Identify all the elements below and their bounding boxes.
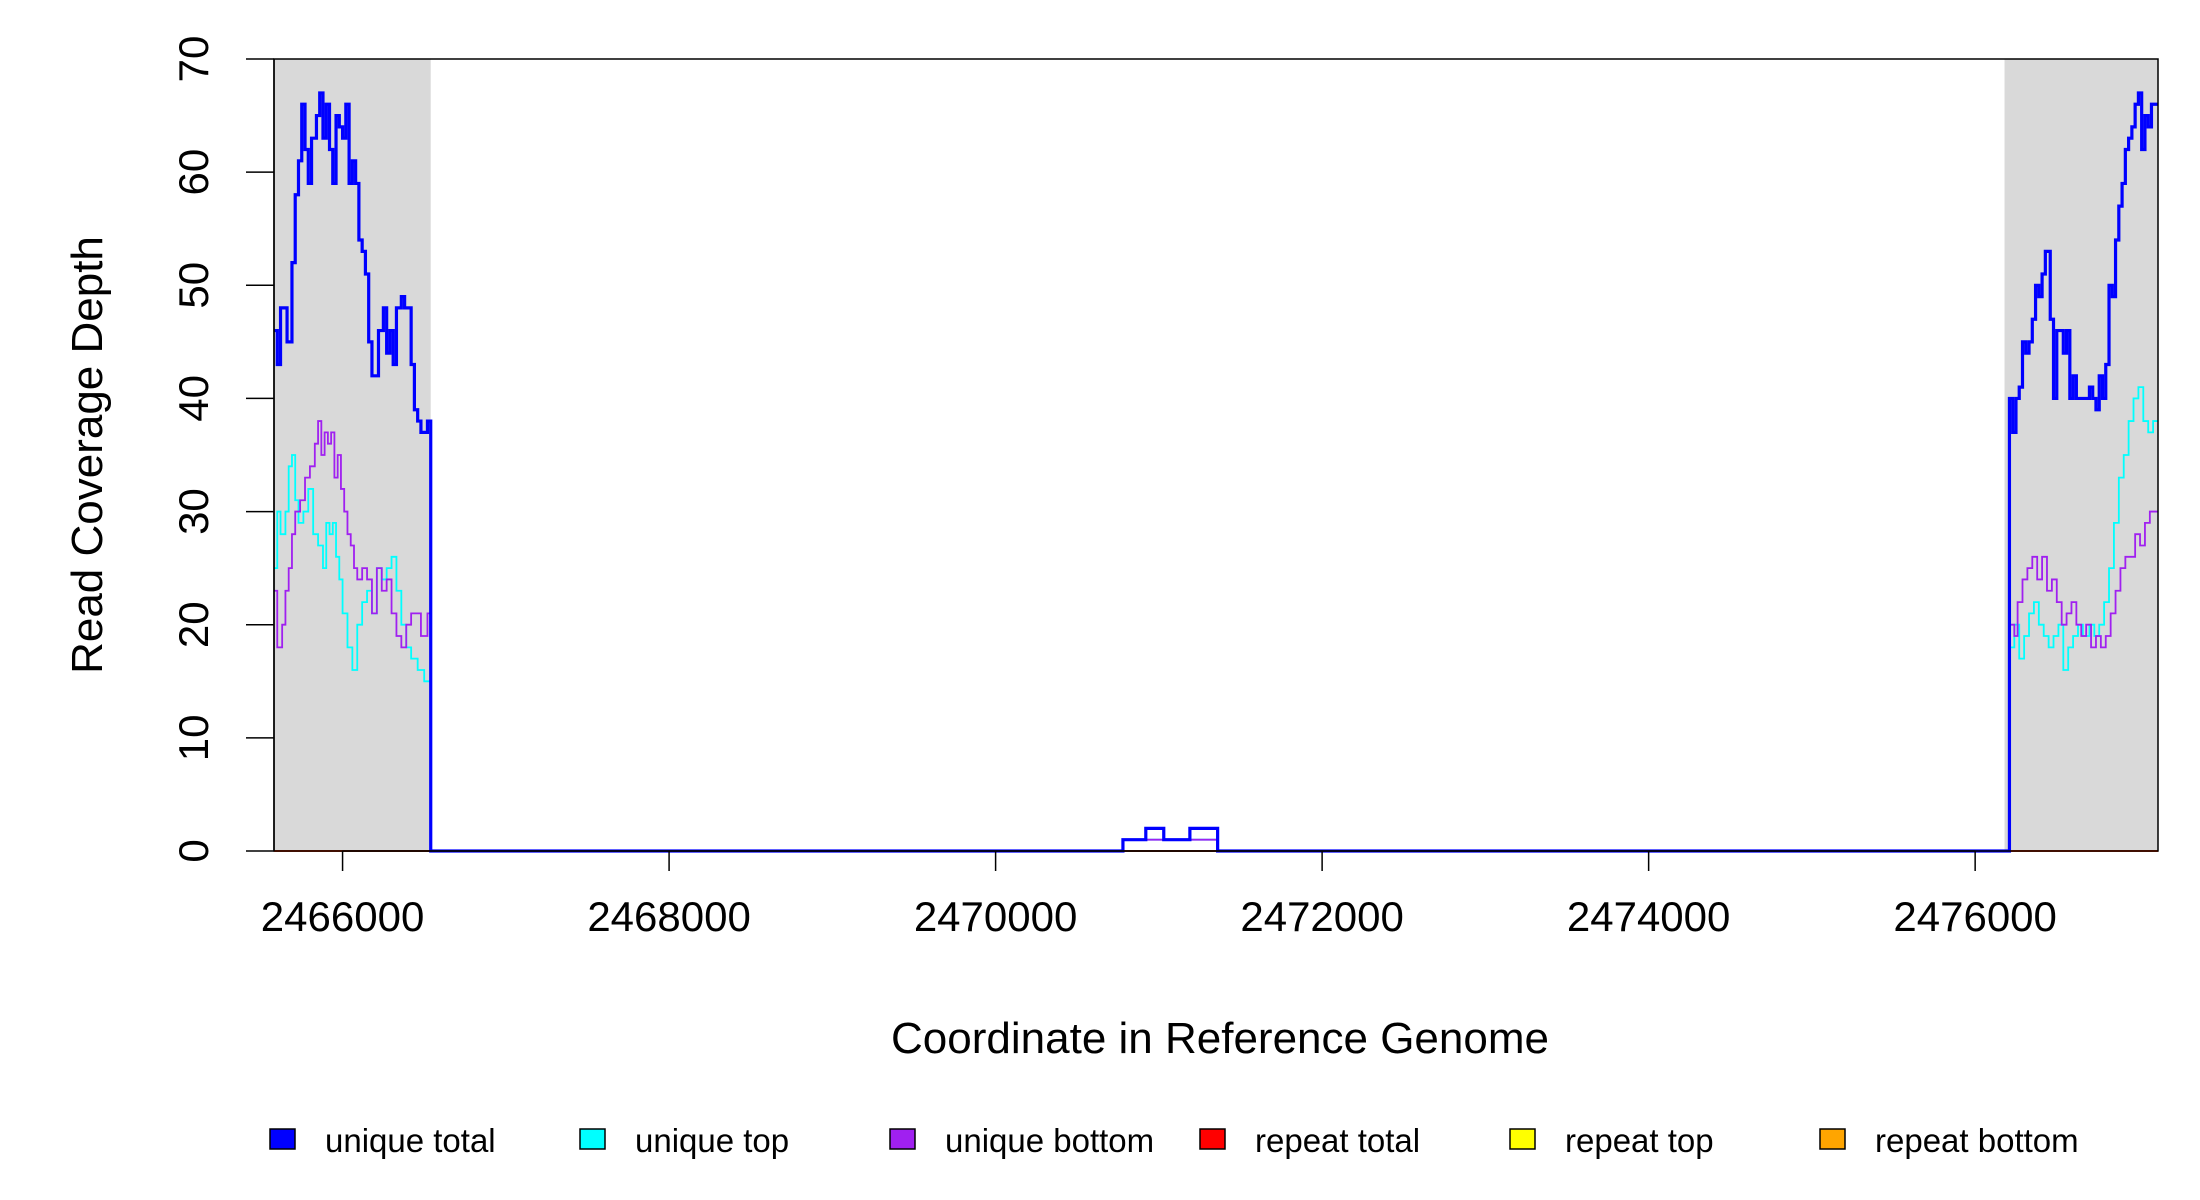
x-tick-label: 2468000: [587, 893, 751, 940]
shaded-region: [2004, 59, 2158, 851]
plot-frame: [273, 58, 2159, 852]
y-tick-label: 50: [170, 262, 217, 309]
x-axis: 2466000 2468000 2470000 2472000 2474000 24760…: [261, 850, 2057, 940]
legend-label: unique top: [635, 1122, 789, 1159]
x-tick-label: 2472000: [1240, 893, 1404, 940]
legend-label: repeat total: [1255, 1122, 1420, 1159]
series-line-unique-bottom: [274, 420, 2158, 852]
shaded-region: [274, 59, 431, 851]
legend-swatch-repeat-bottom: [1819, 1128, 1846, 1150]
series-line-unique-top: [274, 386, 2158, 852]
legend-swatch-repeat-top: [1509, 1128, 1536, 1150]
y-tick-label: 40: [170, 375, 217, 422]
legend-label: repeat top: [1565, 1122, 1714, 1159]
series-lines: [274, 91, 2158, 853]
y-tick-label: 60: [170, 149, 217, 196]
x-axis-title: Coordinate in Reference Genome: [891, 1014, 1549, 1063]
y-tick-label: 30: [170, 488, 217, 535]
legend-swatch-repeat-total: [1199, 1128, 1226, 1150]
y-axis-title: Read Coverage Depth: [63, 236, 112, 674]
x-tick-label: 2470000: [914, 893, 1078, 940]
legend-label: unique total: [325, 1122, 496, 1159]
legend-label: unique bottom: [945, 1122, 1154, 1159]
legend-swatch-unique-bottom: [889, 1128, 916, 1150]
shaded-regions: [274, 59, 2158, 851]
series-line-unique-total: [274, 91, 2158, 853]
x-tick-label: 2474000: [1567, 893, 1731, 940]
y-tick-label: 20: [170, 601, 217, 648]
x-tick-label: 2466000: [261, 893, 425, 940]
legend-swatch-unique-total: [269, 1128, 296, 1150]
y-tick-label: 70: [170, 36, 217, 83]
legend-label: repeat bottom: [1875, 1122, 2079, 1159]
x-tick-label: 2476000: [1893, 893, 2057, 940]
y-tick-label: 0: [170, 839, 217, 862]
legend: unique total unique top unique bottom repea…: [269, 1122, 2079, 1159]
y-axis: 0 10 20 30 40 50 60 70: [170, 36, 275, 863]
y-tick-label: 10: [170, 714, 217, 761]
legend-swatch-unique-top: [579, 1128, 606, 1150]
